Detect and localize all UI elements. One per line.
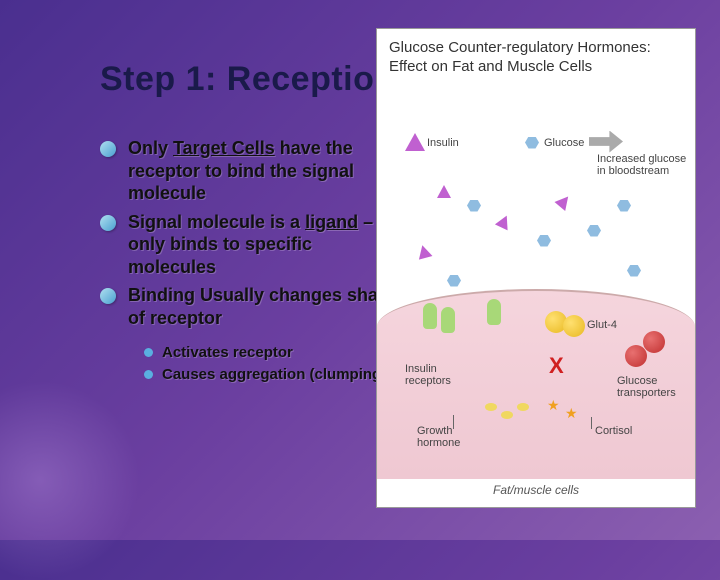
hormone-icon <box>485 403 497 411</box>
insulin-icon <box>416 243 433 259</box>
glucose-transporters-label: Glucose transporters <box>617 375 689 399</box>
insulin-icon <box>554 192 573 211</box>
insulin-label: Insulin <box>427 137 459 149</box>
sub-bullet-list: Activates receptor Causes aggregation (c… <box>144 343 400 384</box>
sub-bullet-2: Causes aggregation (clumping) <box>144 365 400 385</box>
bullet-3: Binding Usually changes shape of recepto… <box>100 284 400 329</box>
bullet-list: Only Target Cells have the receptor to b… <box>100 137 400 329</box>
slide-title: Step 1: Reception <box>100 60 400 99</box>
content-column: Step 1: Reception Only Target Cells have… <box>100 60 400 510</box>
pointer-line <box>453 415 454 429</box>
glucose-icon <box>617 200 631 212</box>
glucose-label: Glucose <box>544 137 584 149</box>
bullet-1: Only Target Cells have the receptor to b… <box>100 137 400 205</box>
glucose-icon <box>627 265 641 277</box>
hormone-icon <box>517 403 529 411</box>
arrow-icon <box>589 131 623 153</box>
cortisol-icon: ★ <box>565 405 578 422</box>
figure-body: Insulin Glucose Increased glucose in blo… <box>377 85 695 501</box>
insulin-icon <box>437 185 451 198</box>
hormone-icon <box>501 411 513 419</box>
figure-title: Glucose Counter-regulatory Hormones: Eff… <box>377 29 695 85</box>
slide: Step 1: Reception Only Target Cells have… <box>0 0 720 540</box>
sub-bullet-1: Activates receptor <box>144 343 400 363</box>
cortisol-icon: ★ <box>547 397 560 414</box>
glucose-transporter-icon <box>625 345 647 367</box>
receptor-icon <box>441 307 455 333</box>
pointer-line <box>591 417 592 429</box>
glucose-icon <box>447 275 461 287</box>
receptor-icon <box>423 303 437 329</box>
glucose-icon <box>587 225 601 237</box>
glucose-icon <box>467 200 481 212</box>
glut4-icon <box>563 315 585 337</box>
insulin-icon <box>405 133 425 151</box>
glucose-icon <box>525 137 539 149</box>
cortisol-label: Cortisol <box>595 425 632 437</box>
increased-glucose-label: Increased glucose in bloodstream <box>597 153 689 177</box>
growth-hormone-label: Growth hormone <box>417 425 477 449</box>
glucose-icon <box>537 235 551 247</box>
bullet-2: Signal molecule is a ligand – only binds… <box>100 211 400 279</box>
cell-label: Fat/muscle cells <box>493 483 579 497</box>
insulin-receptors-label: Insulin receptors <box>405 363 465 387</box>
insulin-icon <box>495 212 513 230</box>
receptor-icon <box>487 299 501 325</box>
diagram-figure: Glucose Counter-regulatory Hormones: Eff… <box>376 28 696 508</box>
red-x-icon: X <box>549 353 564 379</box>
glucose-transporter-icon <box>643 331 665 353</box>
glut4-label: Glut-4 <box>587 319 617 331</box>
